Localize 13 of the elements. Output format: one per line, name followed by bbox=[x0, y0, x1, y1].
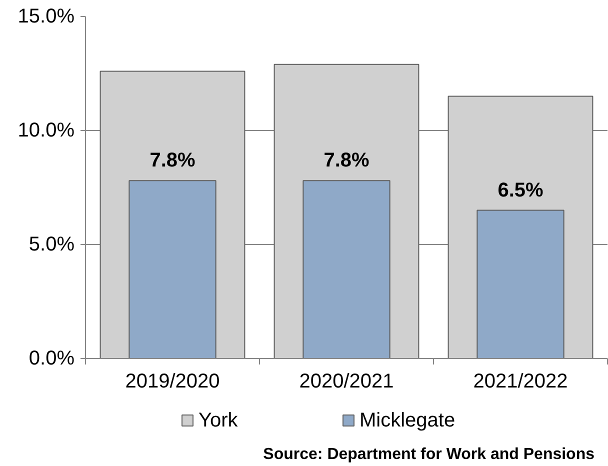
data-label: 6.5% bbox=[498, 179, 544, 202]
source-note: Source: Department for Work and Pensions bbox=[263, 446, 595, 463]
legend-label: Micklegate bbox=[360, 410, 456, 432]
legend-label: York bbox=[198, 410, 239, 432]
y-tick-label: 15.0% bbox=[18, 6, 75, 28]
x-tick-label: 2021/2022 bbox=[473, 370, 568, 392]
data-label: 7.8% bbox=[324, 150, 370, 172]
y-tick-label: 10.0% bbox=[18, 120, 75, 142]
data-label: 7.8% bbox=[150, 150, 196, 172]
x-tick-label: 2020/2021 bbox=[299, 370, 394, 392]
y-tick-label: 0.0% bbox=[28, 348, 75, 370]
y-tick-label: 5.0% bbox=[28, 234, 75, 256]
x-tick-label: 2019/2020 bbox=[125, 370, 220, 392]
